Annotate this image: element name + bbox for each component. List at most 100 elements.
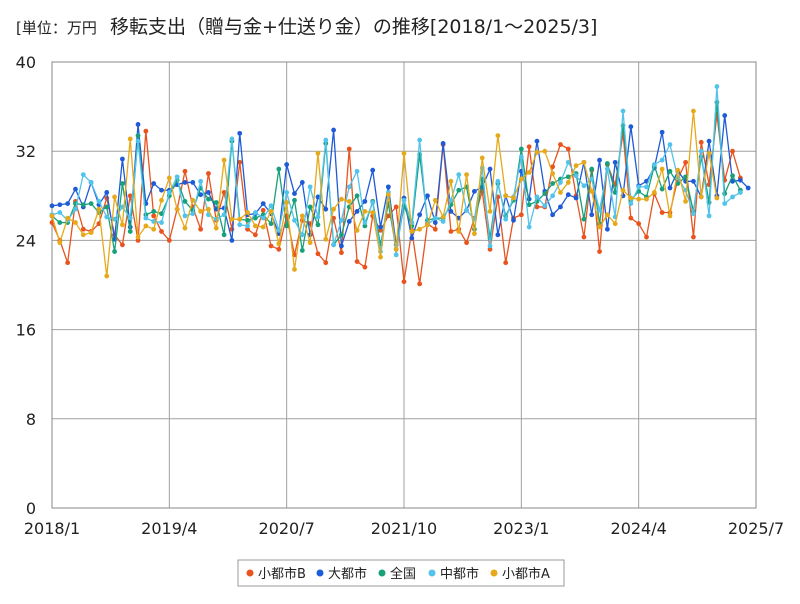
data-point: [354, 193, 360, 199]
data-point: [550, 164, 556, 170]
data-point: [370, 200, 376, 205]
data-point: [339, 217, 344, 223]
data-point: [245, 226, 250, 232]
data-point: [362, 220, 368, 225]
data-point: [730, 194, 735, 200]
data-point: [331, 127, 336, 133]
data-point: [636, 184, 642, 190]
data-point: [127, 229, 133, 234]
data-point: [698, 148, 704, 154]
data-point: [472, 188, 477, 194]
data-point: [331, 215, 336, 221]
data-point: [268, 243, 274, 249]
data-point: [565, 174, 571, 180]
data-point: [80, 226, 86, 232]
data-point: [730, 178, 735, 184]
chart-title: 移転支出（贈与金+仕送り金）の推移[2018/1～2025/3]: [110, 16, 597, 38]
data-point: [198, 178, 204, 184]
data-point: [159, 187, 164, 193]
legend-label: 中都市: [440, 566, 479, 582]
data-point: [104, 273, 110, 279]
grid-lines: [52, 62, 756, 508]
data-point: [683, 174, 688, 180]
data-point: [206, 190, 211, 195]
data-point: [581, 216, 587, 222]
data-point: [651, 162, 657, 167]
data-point: [237, 222, 243, 228]
data-point: [88, 230, 94, 236]
data-point: [495, 178, 501, 184]
series-line: [51, 111, 718, 277]
data-point: [667, 185, 673, 191]
data-point: [440, 219, 446, 224]
data-point: [581, 234, 587, 240]
data-point: [73, 186, 78, 192]
data-point: [589, 166, 595, 172]
data-point: [581, 183, 587, 189]
data-point: [683, 198, 688, 204]
data-point: [182, 213, 188, 219]
data-point: [190, 197, 196, 203]
data-point: [644, 196, 649, 202]
data-point: [315, 214, 321, 220]
data-point: [691, 178, 696, 184]
data-point: [378, 227, 383, 233]
data-point: [159, 229, 164, 234]
data-point: [511, 195, 516, 201]
data-point: [120, 222, 125, 228]
data-point: [104, 204, 110, 210]
data-point: [96, 198, 102, 204]
data-point: [691, 108, 696, 114]
data-point: [49, 213, 55, 219]
data-point: [159, 211, 164, 217]
data-point: [401, 151, 407, 156]
data-point: [284, 223, 290, 229]
data-point: [182, 180, 188, 185]
data-point: [112, 216, 117, 222]
data-point: [518, 212, 524, 218]
data-point: [65, 260, 71, 266]
data-point: [573, 163, 579, 169]
data-point: [597, 207, 602, 213]
data-point: [362, 264, 368, 270]
data-point: [550, 212, 556, 218]
data-point: [432, 220, 438, 225]
data-point: [135, 138, 141, 144]
data-point: [565, 159, 571, 165]
data-point: [425, 222, 430, 228]
data-point: [206, 196, 211, 202]
data-point: [339, 250, 344, 256]
data-point: [628, 215, 634, 221]
data-point: [589, 176, 595, 182]
data-point: [346, 198, 352, 204]
data-point: [604, 212, 610, 218]
data-point: [346, 219, 352, 224]
data-point: [456, 229, 462, 234]
data-point: [409, 235, 415, 241]
data-point: [636, 196, 642, 202]
data-point: [487, 209, 493, 214]
data-point: [534, 149, 540, 155]
data-point: [526, 169, 532, 175]
data-point: [323, 206, 329, 212]
data-point: [362, 223, 368, 229]
data-point: [401, 279, 407, 285]
legend: 小都市B 大都市 全国 中都市 小都市A: [237, 559, 565, 587]
data-point: [558, 180, 563, 185]
chart-title-unit: [単位：万円: [16, 19, 97, 37]
data-point: [299, 180, 305, 185]
data-point: [691, 211, 696, 217]
data-point: [409, 229, 415, 234]
data-point: [495, 232, 501, 238]
x-tick-label: 2018/1: [24, 519, 80, 538]
data-point: [221, 232, 227, 238]
data-point: [628, 201, 634, 207]
data-point: [307, 184, 313, 190]
data-point: [714, 195, 720, 201]
data-point: [706, 138, 712, 144]
data-point: [276, 241, 282, 247]
data-point: [143, 215, 149, 221]
data-point: [151, 181, 157, 186]
data-point: [456, 172, 462, 178]
data-point: [589, 212, 595, 218]
